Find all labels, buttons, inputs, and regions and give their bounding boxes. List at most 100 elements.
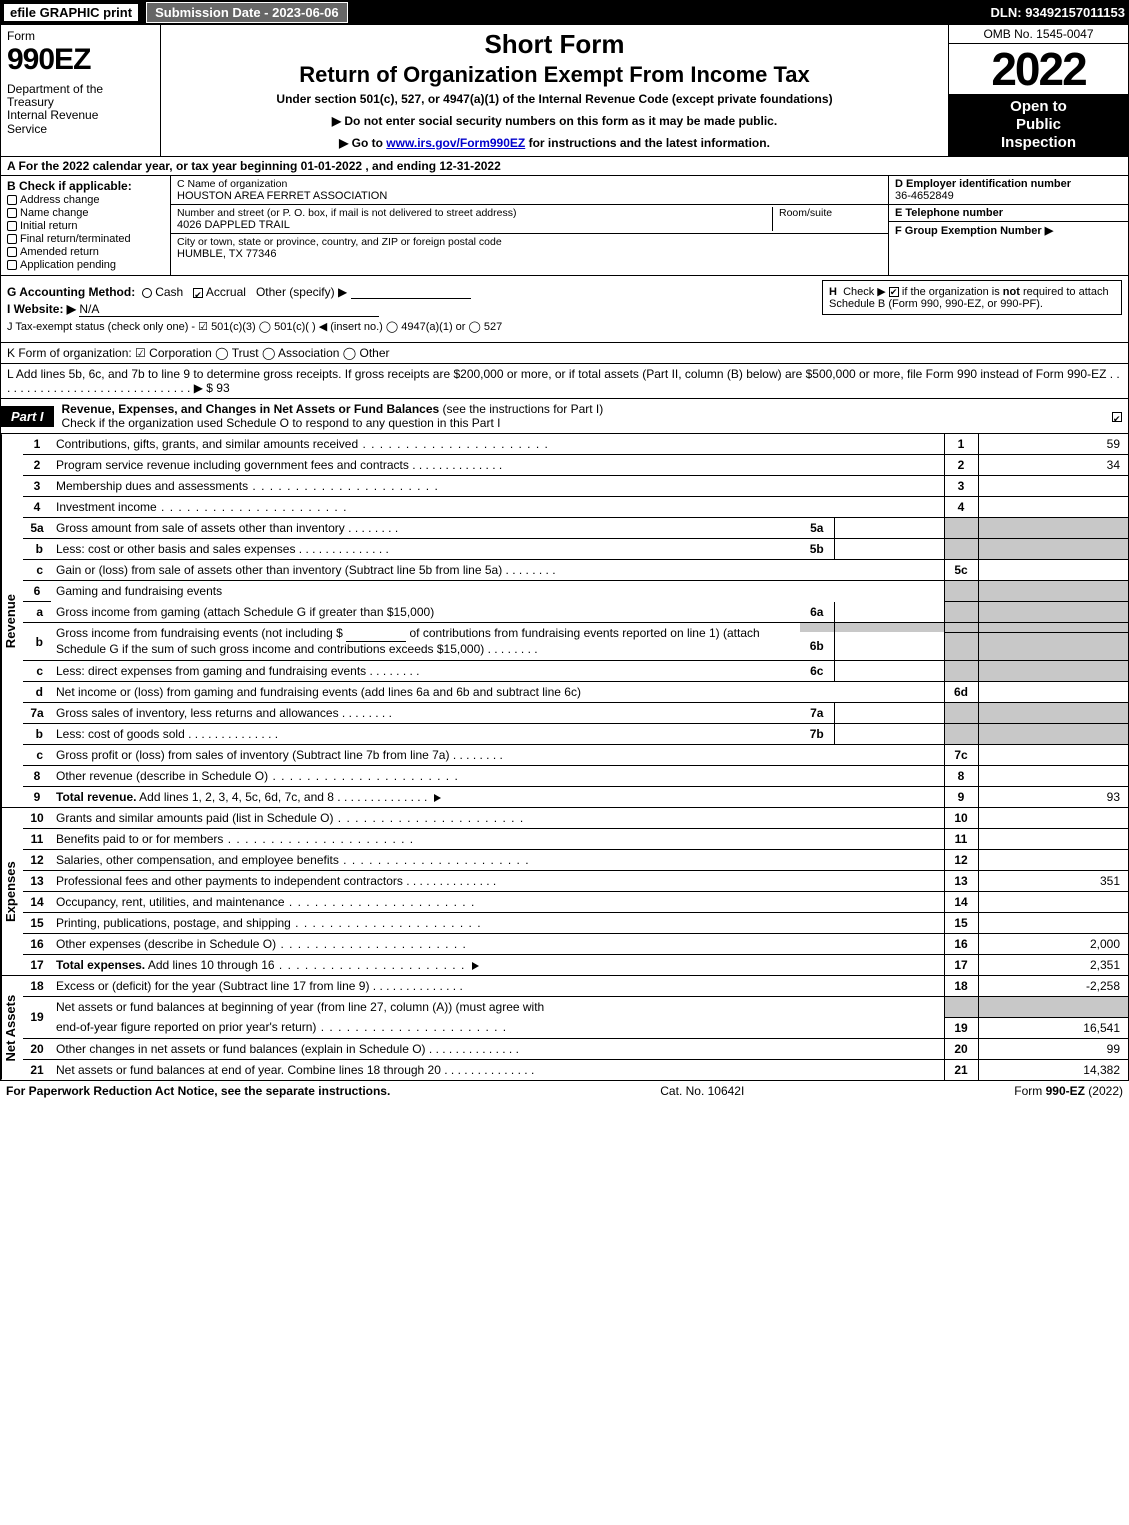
- form-header: Form 990EZ Department of theTreasuryInte…: [0, 25, 1129, 157]
- subtitle-section: Under section 501(c), 527, or 4947(a)(1)…: [167, 92, 942, 106]
- c-city-hdr: City or town, state or province, country…: [177, 236, 882, 248]
- c-street-hdr: Number and street (or P. O. box, if mail…: [177, 207, 772, 219]
- part1-header: Part I Revenue, Expenses, and Changes in…: [0, 399, 1129, 434]
- l4-desc: Investment income: [56, 500, 157, 514]
- l15-val: [978, 913, 1128, 934]
- footer-right: Form 990-EZ (2022): [1014, 1084, 1123, 1098]
- g-accrual-lbl: Accrual: [206, 285, 246, 299]
- chk-amended[interactable]: [7, 247, 17, 257]
- chk-initial-lbl: Initial return: [20, 220, 77, 232]
- footer-left: For Paperwork Reduction Act Notice, see …: [6, 1084, 390, 1098]
- footer-right-pre: Form: [1014, 1084, 1045, 1098]
- goto-post: for instructions and the latest informat…: [529, 136, 770, 150]
- org-name: HOUSTON AREA FERRET ASSOCIATION: [177, 190, 882, 202]
- g-cash-lbl: Cash: [155, 285, 183, 299]
- l21-desc: Net assets or fund balances at end of ye…: [56, 1063, 441, 1077]
- f-group-hdr: F Group Exemption Number ▶: [895, 224, 1122, 237]
- l1-val: 59: [978, 434, 1128, 455]
- chk-amended-lbl: Amended return: [20, 246, 99, 258]
- chk-final-lbl: Final return/terminated: [20, 233, 131, 245]
- tax-year: 2022: [949, 44, 1128, 94]
- l14-desc: Occupancy, rent, utilities, and maintena…: [56, 895, 285, 909]
- column-b: B Check if applicable: Address change Na…: [1, 176, 171, 275]
- l2-desc: Program service revenue including govern…: [56, 458, 409, 472]
- g-label: G Accounting Method:: [7, 285, 135, 299]
- efile-label: efile GRAPHIC print: [4, 4, 138, 21]
- l12-desc: Salaries, other compensation, and employ…: [56, 853, 339, 867]
- section-bcdef: B Check if applicable: Address change Na…: [0, 176, 1129, 276]
- revenue-section: Revenue 1Contributions, gifts, grants, a…: [0, 434, 1129, 808]
- l7c-val: [978, 745, 1128, 766]
- section-ghij: G Accounting Method: Cash Accrual Other …: [0, 276, 1129, 343]
- i-label: I Website: ▶: [7, 302, 76, 316]
- org-city: HUMBLE, TX 77346: [177, 248, 882, 260]
- h-check[interactable]: [889, 287, 899, 297]
- page-footer: For Paperwork Reduction Act Notice, see …: [0, 1081, 1129, 1101]
- l16-desc: Other expenses (describe in Schedule O): [56, 937, 276, 951]
- expenses-side-label: Expenses: [1, 808, 23, 975]
- submission-date: Submission Date - 2023-06-06: [146, 2, 348, 23]
- chk-address-lbl: Address change: [20, 194, 100, 206]
- l8-desc: Other revenue (describe in Schedule O): [56, 769, 268, 783]
- d-ein-hdr: D Employer identification number: [895, 178, 1122, 190]
- l18-val: -2,258: [978, 976, 1128, 997]
- dln: DLN: 93492157011153: [991, 5, 1125, 20]
- l5a-desc: Gross amount from sale of assets other t…: [56, 521, 345, 535]
- c-name-hdr: C Name of organization: [177, 178, 882, 190]
- l11-val: [978, 829, 1128, 850]
- l13-desc: Professional fees and other payments to …: [56, 874, 403, 888]
- l5b-desc: Less: cost or other basis and sales expe…: [56, 542, 295, 556]
- chk-initial[interactable]: [7, 221, 17, 231]
- l7b-mini: [834, 724, 944, 745]
- footer-catno: Cat. No. 10642I: [660, 1084, 744, 1098]
- l7c-desc: Gross profit or (loss) from sales of inv…: [56, 748, 449, 762]
- h-box: H Check ▶ if the organization is not req…: [822, 280, 1122, 315]
- ssn-warning: ▶ Do not enter social security numbers o…: [167, 114, 942, 128]
- l14-val: [978, 892, 1128, 913]
- g-cash-radio[interactable]: [142, 288, 152, 298]
- form-word: Form: [7, 29, 154, 43]
- chk-pending[interactable]: [7, 260, 17, 270]
- g-other-lbl: Other (specify) ▶: [256, 285, 347, 299]
- irs-link[interactable]: www.irs.gov/Form990EZ: [386, 136, 525, 150]
- l16-val: 2,000: [978, 934, 1128, 955]
- b-label: B Check if applicable:: [7, 179, 164, 193]
- row-l: L Add lines 5b, 6c, and 7b to line 9 to …: [0, 364, 1129, 399]
- l10-desc: Grants and similar amounts paid (list in…: [56, 811, 333, 825]
- l6b-desc: Gross income from fundraising events (no…: [56, 626, 760, 656]
- department: Department of theTreasuryInternal Revenu…: [7, 83, 154, 136]
- l12-val: [978, 850, 1128, 871]
- l8-val: [978, 766, 1128, 787]
- l18-desc: Excess or (deficit) for the year (Subtra…: [56, 979, 369, 993]
- l7b-desc: Less: cost of goods sold: [56, 727, 185, 741]
- l5a-mini: [834, 518, 944, 539]
- ein-value: 36-4652849: [895, 190, 1122, 202]
- g-other-blank[interactable]: [351, 286, 471, 299]
- g-accrual-check[interactable]: [193, 288, 203, 298]
- l5c-desc: Gain or (loss) from sale of assets other…: [56, 563, 502, 577]
- goto-pre: ▶ Go to: [339, 136, 386, 150]
- column-c: C Name of organization HOUSTON AREA FERR…: [171, 176, 888, 275]
- goto-line: ▶ Go to www.irs.gov/Form990EZ for instru…: [167, 136, 942, 150]
- return-title: Return of Organization Exempt From Incom…: [167, 62, 942, 88]
- part1-check-line: Check if the organization used Schedule …: [62, 416, 501, 430]
- part1-tab: Part I: [1, 406, 54, 427]
- l6-desc: Gaming and fundraising events: [56, 584, 222, 598]
- chk-name-lbl: Name change: [20, 207, 89, 219]
- netassets-side-label: Net Assets: [1, 976, 23, 1080]
- l20-val: 99: [978, 1038, 1128, 1059]
- chk-final[interactable]: [7, 234, 17, 244]
- part1-schedule-o-check[interactable]: [1112, 412, 1122, 422]
- open-inspection: Open toPublicInspection: [949, 94, 1128, 156]
- l2-val: 34: [978, 455, 1128, 476]
- part1-title: Revenue, Expenses, and Changes in Net As…: [54, 399, 1112, 433]
- chk-address[interactable]: [7, 195, 17, 205]
- l7a-mini: [834, 703, 944, 724]
- omb-number: OMB No. 1545-0047: [949, 25, 1128, 44]
- chk-name[interactable]: [7, 208, 17, 218]
- l10-val: [978, 808, 1128, 829]
- l5c-val: [978, 560, 1128, 581]
- l20-desc: Other changes in net assets or fund bala…: [56, 1042, 426, 1056]
- chk-pending-lbl: Application pending: [20, 259, 116, 271]
- l9-val: 93: [978, 787, 1128, 808]
